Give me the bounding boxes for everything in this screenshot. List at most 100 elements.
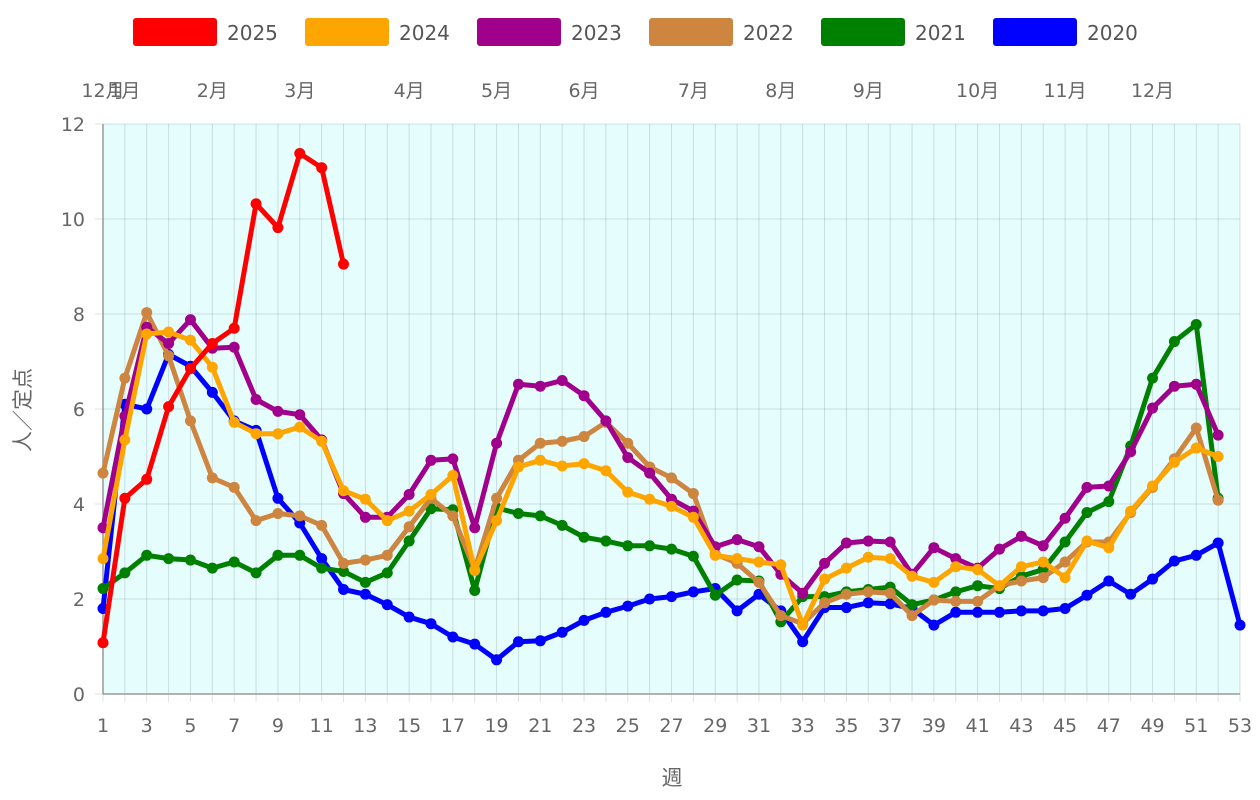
data-point <box>950 553 962 565</box>
data-point <box>250 198 262 210</box>
legend-item-2020: 2020 <box>993 18 1138 46</box>
data-point <box>687 511 699 523</box>
data-point <box>622 451 634 463</box>
data-point <box>775 610 787 622</box>
y-axis-ticks: 0 2 4 6 8 10 12 <box>61 114 85 706</box>
data-point <box>884 536 896 548</box>
data-point <box>928 594 940 606</box>
series-line-2024 <box>100 329 1221 628</box>
data-point <box>338 584 350 595</box>
data-point <box>709 589 721 601</box>
data-point <box>338 485 350 497</box>
x-tick-label: 5 <box>184 715 196 737</box>
data-point <box>819 557 831 569</box>
data-point <box>644 493 656 505</box>
data-point <box>228 481 240 493</box>
data-point <box>1234 619 1246 631</box>
data-point <box>491 654 503 666</box>
data-point <box>644 593 656 605</box>
data-point <box>709 549 721 561</box>
data-point <box>250 567 262 579</box>
series-line-2023 <box>100 317 1221 596</box>
x-axis-ticks: 1 3 5 7 9 11 13 15 17 19 21 23 25 27 29 31 33 35 37 39 41 43 4… <box>97 715 1252 737</box>
data-point <box>447 631 459 643</box>
data-point <box>1081 589 1093 601</box>
data-point <box>97 637 109 649</box>
series-2023 <box>97 314 1224 599</box>
x-tick-label: 49 <box>1140 715 1164 737</box>
x-tick-label: 33 <box>791 715 815 737</box>
x-tick-label: 45 <box>1053 715 1077 737</box>
month-label: 6月 <box>568 80 599 102</box>
x-tick-label: 31 <box>747 715 771 737</box>
data-point <box>250 394 262 405</box>
y-tick-label: 2 <box>73 589 85 611</box>
month-label: 3月 <box>284 80 315 102</box>
data-point <box>578 431 590 443</box>
data-point <box>1190 549 1202 561</box>
data-point <box>644 540 656 552</box>
data-point <box>1103 480 1115 492</box>
data-point <box>950 606 962 618</box>
data-point <box>1147 402 1159 414</box>
data-point <box>250 515 262 527</box>
data-point <box>753 588 765 600</box>
data-point <box>1168 380 1180 392</box>
data-point <box>119 567 131 579</box>
legend-swatch <box>993 18 1077 46</box>
x-tick-label: 3 <box>141 715 153 737</box>
data-point <box>316 162 328 174</box>
month-label: 10月 <box>956 80 999 102</box>
data-point <box>906 570 918 582</box>
data-point <box>1015 561 1027 573</box>
data-point <box>141 403 153 415</box>
x-tick-label: 35 <box>834 715 858 737</box>
data-point <box>1103 575 1115 587</box>
data-point <box>862 535 874 547</box>
data-point <box>294 409 306 421</box>
data-point <box>1125 446 1137 458</box>
series-line-2022 <box>100 310 1221 627</box>
data-point <box>469 638 481 650</box>
x-tick-label: 21 <box>528 715 552 737</box>
data-point <box>206 337 218 349</box>
data-point <box>469 565 481 576</box>
data-point <box>731 574 743 586</box>
data-point <box>141 549 153 561</box>
data-point <box>228 322 240 334</box>
legend-swatch <box>821 18 905 46</box>
data-point <box>797 619 809 631</box>
x-tick-label: 41 <box>966 715 990 737</box>
data-point <box>906 599 918 611</box>
x-tick-label: 23 <box>572 715 596 737</box>
month-label: 2月 <box>197 80 228 102</box>
data-point <box>403 489 415 500</box>
data-point <box>1168 456 1180 468</box>
data-point <box>556 435 568 447</box>
legend-swatch <box>133 18 217 46</box>
data-point <box>622 540 634 552</box>
legend-label: 2021 <box>915 21 966 45</box>
data-point <box>840 602 852 614</box>
data-point <box>1103 542 1115 554</box>
y-tick-label: 4 <box>73 494 85 516</box>
data-point <box>381 567 393 579</box>
data-point <box>556 375 568 386</box>
data-point <box>666 472 677 484</box>
data-point <box>1212 451 1224 462</box>
x-tick-label: 9 <box>272 715 284 737</box>
data-point <box>950 586 962 598</box>
month-label: 11月 <box>1043 80 1086 102</box>
series-lines <box>97 147 1246 666</box>
x-tick-label: 53 <box>1228 715 1252 737</box>
data-point <box>512 636 524 648</box>
x-tick-label: 27 <box>659 715 683 737</box>
x-tick-label: 15 <box>397 715 421 737</box>
data-point <box>1190 378 1202 390</box>
data-point <box>141 473 153 485</box>
data-point <box>534 437 546 449</box>
data-point <box>294 147 306 159</box>
legend-swatch <box>305 18 389 46</box>
data-point <box>600 415 612 427</box>
